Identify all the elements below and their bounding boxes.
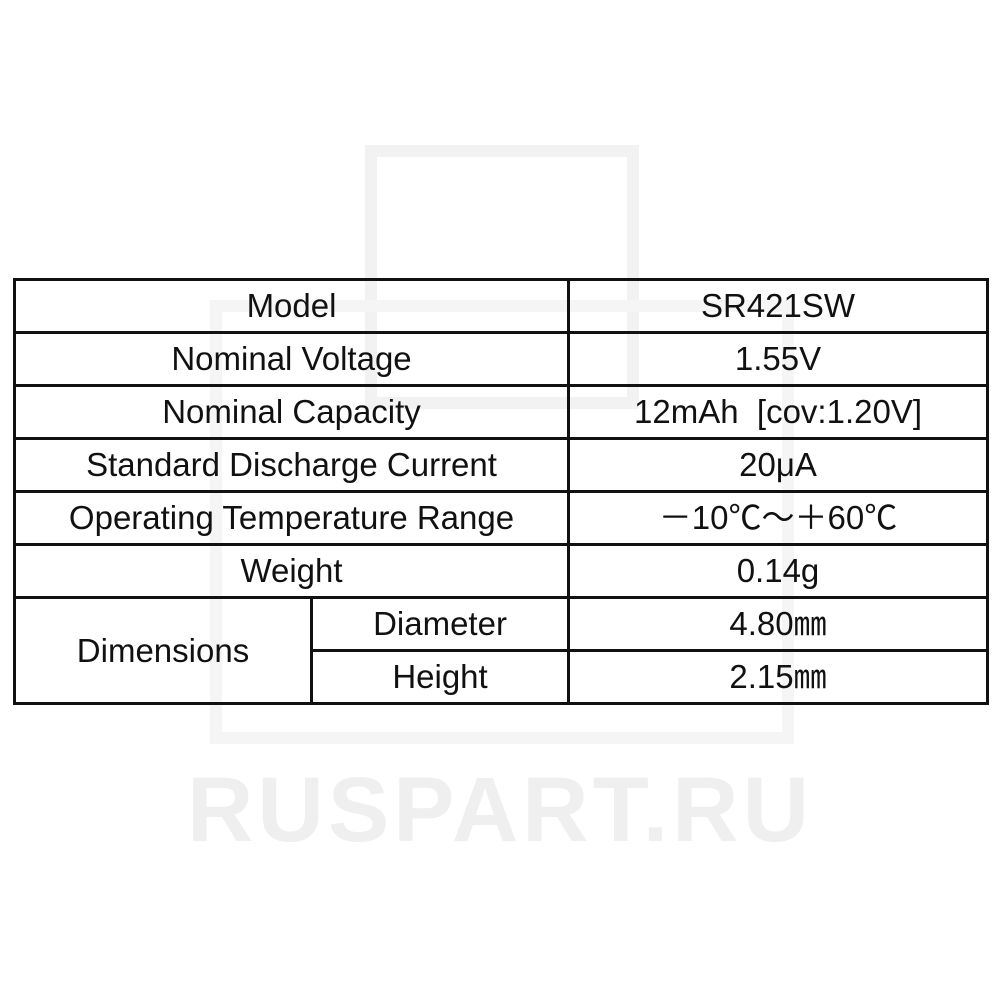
table-row: Operating Temperature Range －10℃～＋60℃: [12, 490, 989, 546]
table-row: Height 2.15㎜: [15, 649, 989, 705]
label-weight: Weight: [12, 543, 571, 599]
value-model: SR421SW: [567, 278, 989, 334]
table-row: Model SR421SW: [12, 278, 989, 334]
label-height: Height: [309, 649, 571, 705]
table-row: Weight 0.14g: [12, 543, 989, 599]
table-row: Standard Discharge Current 20μA: [12, 437, 989, 493]
label-diameter: Diameter: [309, 596, 571, 652]
label-dimensions: Dimensions: [13, 596, 313, 705]
watermark-text: RUSPART.RU: [186, 759, 814, 861]
value-voltage: 1.55V: [567, 331, 989, 387]
value-weight: 0.14g: [567, 543, 989, 599]
table-row: Nominal Voltage 1.55V: [12, 331, 989, 387]
label-voltage: Nominal Voltage: [12, 331, 571, 387]
label-current: Standard Discharge Current: [12, 437, 571, 493]
table-row: Nominal Capacity 12mAh [cov:1.20V]: [12, 384, 989, 440]
value-capacity: 12mAh [cov:1.20V]: [567, 384, 989, 440]
value-height: 2.15㎜: [567, 649, 989, 705]
value-temperature: －10℃～＋60℃: [567, 490, 989, 546]
value-current: 20μA: [567, 437, 989, 493]
table-row: Dimensions Diameter 4.80㎜: [13, 596, 989, 705]
label-capacity: Nominal Capacity: [12, 384, 571, 440]
label-temperature: Operating Temperature Range: [12, 490, 571, 546]
spec-table: Model SR421SW Nominal Voltage 1.55V Nomina…: [12, 278, 989, 705]
label-model: Model: [12, 278, 571, 334]
value-diameter: 4.80㎜: [567, 596, 989, 652]
